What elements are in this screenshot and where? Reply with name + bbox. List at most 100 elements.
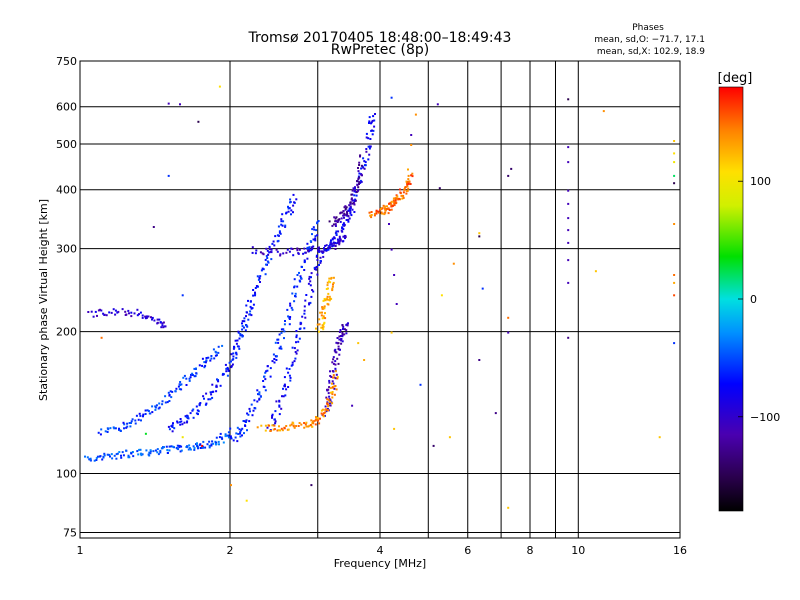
data-point — [341, 331, 344, 334]
data-point — [383, 205, 386, 208]
data-point — [259, 251, 262, 254]
colorbar-label: [deg] — [718, 71, 753, 86]
data-point — [235, 353, 238, 356]
data-point — [322, 328, 325, 331]
data-point — [314, 419, 317, 422]
data-point — [171, 430, 174, 433]
data-point — [357, 342, 360, 345]
data-point — [264, 378, 267, 381]
data-point — [252, 289, 255, 291]
data-point — [121, 451, 124, 454]
data-point — [354, 187, 356, 190]
data-point — [151, 411, 154, 414]
data-point — [452, 262, 455, 265]
data-point — [190, 373, 192, 376]
data-point — [173, 446, 175, 449]
data-point — [359, 155, 361, 158]
data-point — [232, 347, 235, 350]
data-point — [293, 360, 296, 363]
data-point — [318, 246, 320, 249]
data-point — [602, 110, 605, 113]
data-point — [278, 405, 281, 408]
data-point — [322, 306, 325, 309]
data-point — [293, 201, 296, 204]
data-point — [282, 387, 284, 390]
y-tick-label: 200 — [56, 326, 77, 339]
data-point — [234, 339, 237, 342]
data-point — [336, 357, 339, 360]
data-point — [226, 374, 229, 377]
data-point — [324, 411, 327, 414]
data-point — [246, 429, 248, 432]
data-point — [316, 222, 318, 225]
data-point — [273, 358, 276, 360]
data-point — [156, 448, 159, 451]
data-point — [141, 314, 144, 317]
y-tick-label: 750 — [56, 55, 77, 68]
data-point — [279, 345, 282, 348]
data-point — [210, 357, 213, 360]
data-point — [209, 359, 212, 362]
data-point — [315, 327, 317, 330]
data-point — [567, 281, 570, 284]
data-point — [162, 326, 165, 329]
data-point — [326, 284, 329, 287]
data-point — [106, 427, 109, 430]
data-point — [208, 444, 211, 447]
data-point — [396, 195, 399, 198]
data-point — [146, 409, 149, 412]
data-point — [315, 229, 318, 232]
data-point — [271, 424, 274, 427]
data-point — [291, 361, 294, 364]
data-point — [319, 260, 322, 262]
data-point — [193, 367, 196, 370]
data-point — [407, 174, 410, 177]
data-point — [338, 338, 341, 341]
data-point — [334, 370, 337, 373]
data-point — [274, 410, 277, 413]
data-point — [244, 329, 247, 332]
data-point — [266, 369, 269, 372]
data-point — [332, 276, 335, 279]
y-tick-label: 600 — [56, 101, 77, 114]
data-point — [245, 421, 247, 423]
data-point — [368, 122, 370, 124]
data-point — [309, 301, 312, 304]
data-point — [227, 434, 230, 437]
data-point — [673, 152, 676, 155]
data-point — [266, 426, 269, 429]
data-point — [147, 315, 150, 318]
data-point — [297, 340, 300, 343]
data-point — [224, 363, 227, 366]
data-point — [332, 244, 335, 247]
data-point — [321, 324, 324, 327]
data-point — [276, 429, 279, 432]
data-point — [353, 200, 356, 203]
data-point — [673, 281, 676, 284]
data-point — [259, 281, 261, 283]
data-point — [137, 418, 140, 421]
data-point — [141, 453, 144, 456]
data-point — [108, 453, 111, 456]
data-point — [334, 367, 337, 370]
data-point — [303, 260, 306, 263]
data-point — [210, 355, 213, 357]
data-point — [329, 387, 332, 389]
data-point — [273, 418, 276, 421]
data-point — [394, 199, 397, 202]
data-point — [104, 430, 107, 433]
data-point — [145, 449, 148, 452]
data-point — [348, 204, 351, 207]
data-point — [281, 395, 283, 398]
data-point — [301, 315, 304, 318]
data-point — [392, 201, 395, 204]
data-point — [216, 379, 219, 382]
data-point — [322, 316, 325, 319]
data-point — [329, 404, 332, 407]
data-point — [120, 456, 123, 459]
data-point — [280, 331, 283, 334]
data-point — [211, 396, 214, 399]
data-point — [183, 421, 186, 424]
data-point — [155, 404, 158, 407]
data-point — [352, 201, 355, 204]
